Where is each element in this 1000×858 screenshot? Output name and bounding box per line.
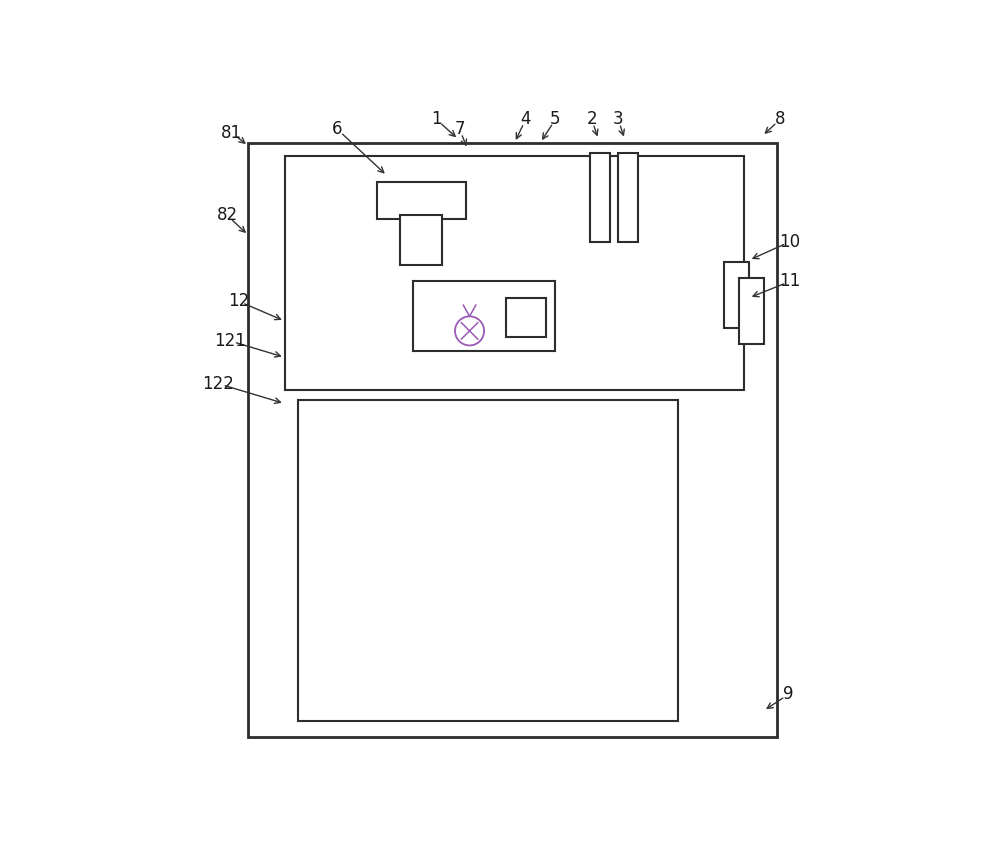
Text: 3: 3 (613, 111, 624, 129)
Text: 7: 7 (454, 120, 465, 138)
Bar (377, 182, 466, 219)
Bar (590, 153, 610, 242)
Bar (298, 400, 678, 721)
Text: 82: 82 (217, 206, 238, 224)
Text: 4: 4 (520, 111, 531, 129)
Text: 9: 9 (783, 686, 794, 704)
Bar (739, 278, 764, 344)
Text: 10: 10 (779, 233, 801, 251)
Text: 81: 81 (221, 124, 242, 142)
Bar (400, 215, 442, 265)
Text: 8: 8 (775, 111, 785, 129)
Text: 6: 6 (332, 120, 343, 138)
Text: 5: 5 (550, 111, 561, 129)
Text: 11: 11 (779, 272, 801, 290)
Bar (506, 298, 546, 337)
Bar (248, 142, 777, 737)
Text: 121: 121 (214, 332, 246, 350)
Text: 122: 122 (203, 375, 234, 393)
Text: 2: 2 (586, 111, 597, 129)
Bar (724, 262, 749, 328)
Text: 1: 1 (431, 111, 442, 129)
Bar (285, 156, 744, 390)
Text: 12: 12 (228, 293, 249, 310)
Bar (618, 153, 638, 242)
Bar (413, 281, 555, 351)
